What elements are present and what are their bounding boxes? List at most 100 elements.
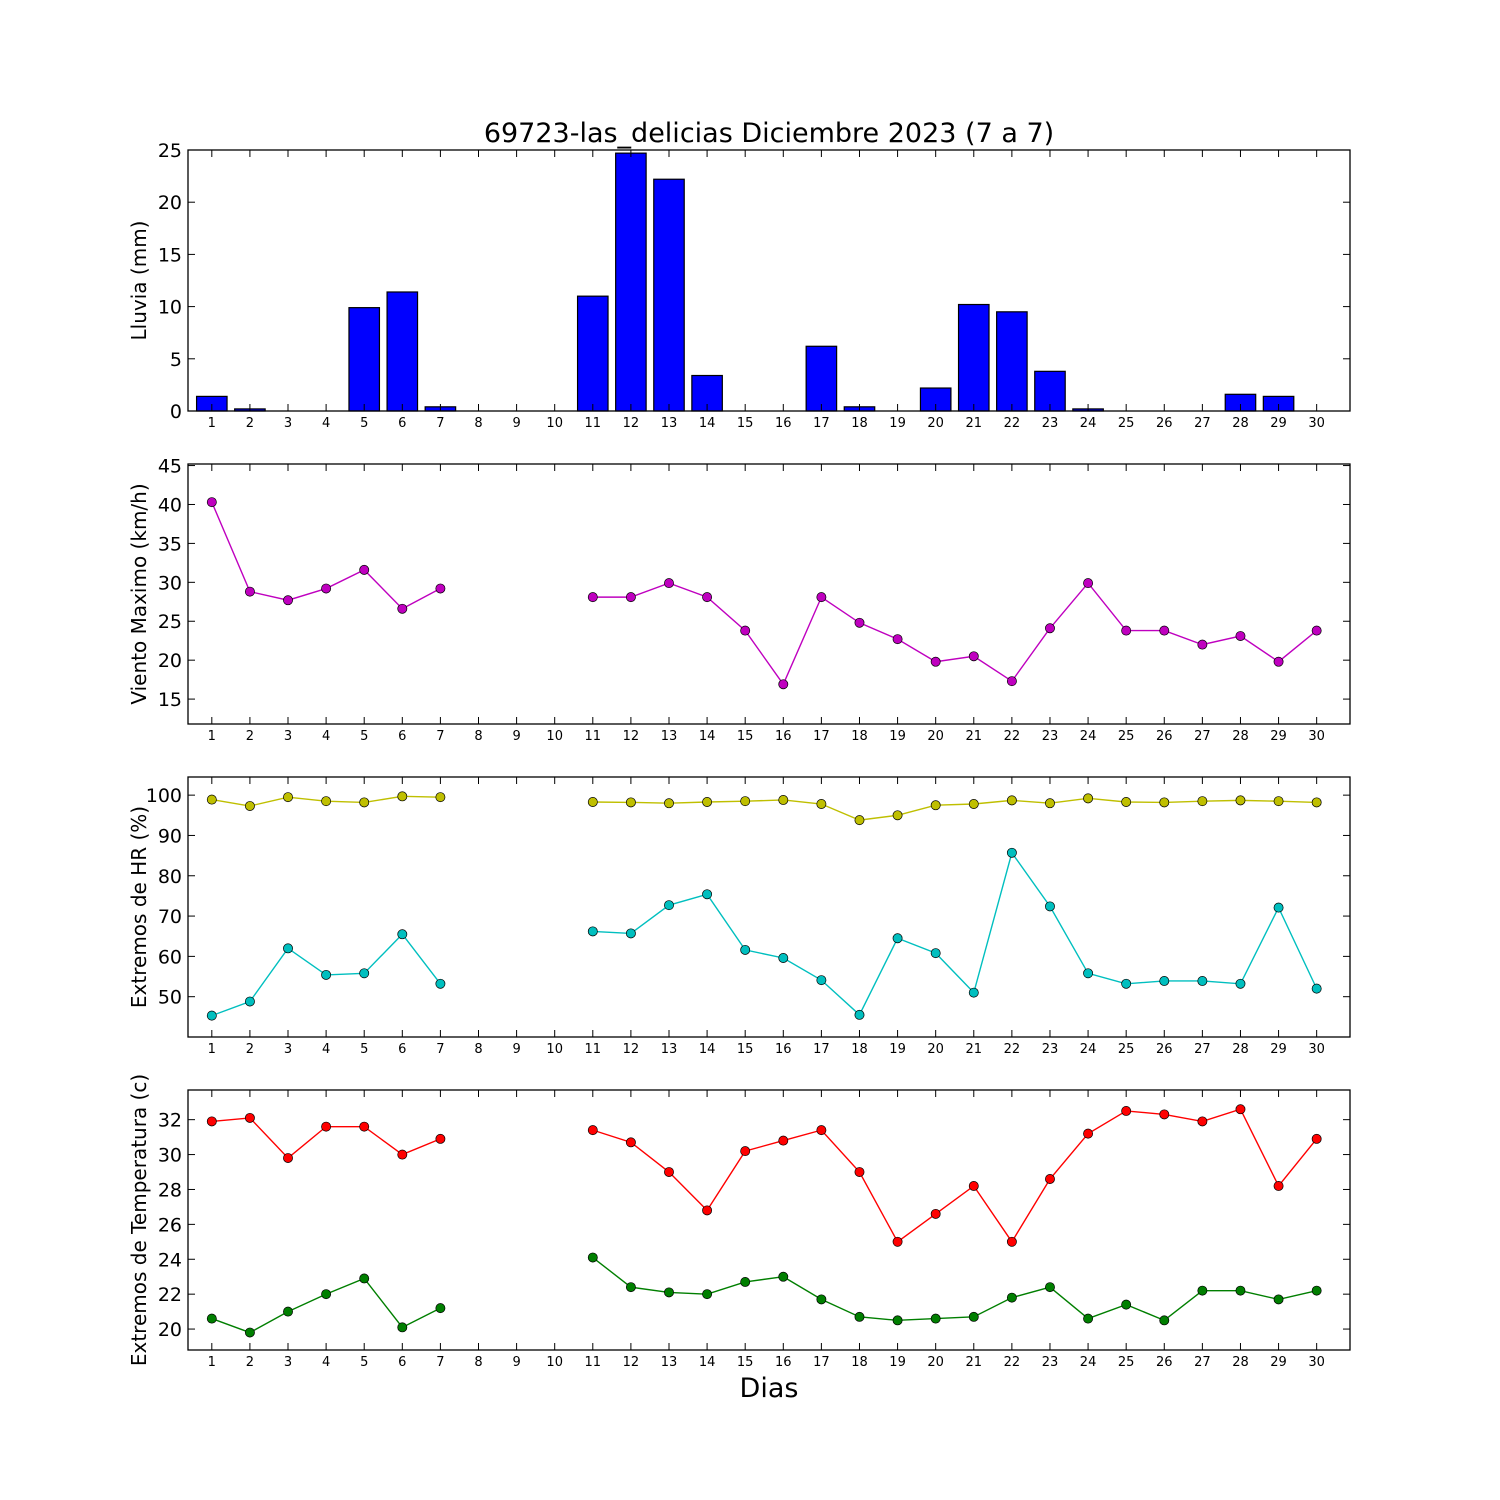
data-point [321,1121,332,1132]
data-point [435,583,446,594]
x-tick-label: 12 [623,1355,640,1370]
x-tick-label: 2 [246,416,254,431]
data-point [283,1153,293,1164]
data-point [664,578,674,589]
plot-frame [187,1089,1351,1351]
data-point [397,1149,408,1160]
x-tick-label: 24 [1080,1355,1097,1370]
y-tick-label: 100 [146,785,182,807]
y-tick-label: 80 [158,866,182,888]
y-tick-label: 20 [158,650,182,672]
x-tick-label: 7 [436,1355,444,1370]
x-tick-label: 27 [1194,1355,1211,1370]
data-point [1045,1282,1055,1293]
data-point [854,1311,865,1322]
data-point [397,1322,408,1333]
x-tick-label: 1 [208,1042,216,1057]
data-point [1159,797,1170,808]
x-tick-label: 8 [474,416,482,431]
data-point [1083,793,1094,804]
x-tick-label: 8 [474,1355,482,1370]
x-tick-label: 15 [737,416,754,431]
y-tick-label: 30 [158,572,182,594]
x-tick-label: 29 [1270,1042,1287,1057]
x-tick-label: 17 [813,1042,830,1057]
y-tick-label: 45 [158,456,182,478]
x-tick-label: 3 [284,1042,292,1057]
data-point [625,592,636,603]
data-point [1273,656,1284,667]
x-tick-label: 3 [284,729,292,744]
data-point [206,1010,217,1021]
series-line [592,582,1318,686]
data-point [1235,1285,1246,1296]
x-tick-label: 30 [1308,416,1325,431]
x-tick-label: 6 [398,1042,406,1057]
data-point [587,1252,598,1263]
x-tick-label: 25 [1118,729,1135,744]
data-point [1159,1109,1170,1120]
data-point [892,634,903,645]
data-point [397,603,408,614]
data-point [816,592,827,603]
x-tick-label: 14 [699,729,716,744]
data-point [1197,1285,1208,1296]
y-tick-label: 20 [158,192,182,214]
data-point [854,1167,865,1177]
x-tick-label: 29 [1270,416,1287,431]
x-tick-label: 28 [1232,416,1249,431]
data-point [1311,797,1322,808]
x-tick-label: 11 [585,729,602,744]
x-tick-label: 7 [436,1042,444,1057]
x-tick-label: 26 [1156,1355,1173,1370]
rain-bar [386,291,419,412]
data-point [740,1276,751,1287]
plot-frame [187,149,1351,412]
y-tick-label: 0 [170,401,182,423]
x-tick-label: 11 [585,1042,602,1057]
data-point [244,1112,255,1123]
x-tick-label: 19 [889,729,906,744]
data-point [244,1327,255,1338]
x-tick-label: 14 [699,416,716,431]
data-point [1045,798,1055,809]
x-tick-label: 20 [927,1355,944,1370]
data-point [244,586,255,597]
x-tick-label: 9 [512,729,520,744]
data-point [778,679,789,690]
data-point [244,801,255,811]
data-point [435,792,446,803]
x-tick-label: 25 [1118,1355,1135,1370]
x-tick-label: 18 [851,416,868,431]
rain-bar [615,152,647,412]
y-tick-label: 90 [158,825,182,847]
x-tick-label: 7 [436,416,444,431]
data-point [702,1289,713,1300]
y-tick-label: 32 [158,1110,182,1132]
data-point [1121,797,1132,807]
data-point [816,799,827,809]
data-point [435,978,446,989]
x-tick-label: 11 [585,1355,602,1370]
data-point [206,1313,217,1324]
x-tick-label: 16 [775,1042,792,1057]
data-point [321,969,332,980]
x-tick-label: 27 [1194,729,1211,744]
x-tick-label: 17 [813,729,830,744]
x-tick-label: 21 [966,416,983,431]
data-point [968,987,979,998]
data-point [397,929,408,940]
data-point [1083,1128,1094,1139]
data-point [359,1273,370,1284]
x-tick-label: 16 [775,416,792,431]
data-point [1273,902,1284,913]
data-point [435,1133,446,1144]
data-point [1311,1285,1322,1296]
data-point [1197,639,1208,650]
x-tick-label: 18 [851,1042,868,1057]
data-point [1083,968,1094,979]
y-axis-label: Extremos de Temperatura (c) [127,1074,151,1366]
x-tick-label: 21 [966,1042,983,1057]
